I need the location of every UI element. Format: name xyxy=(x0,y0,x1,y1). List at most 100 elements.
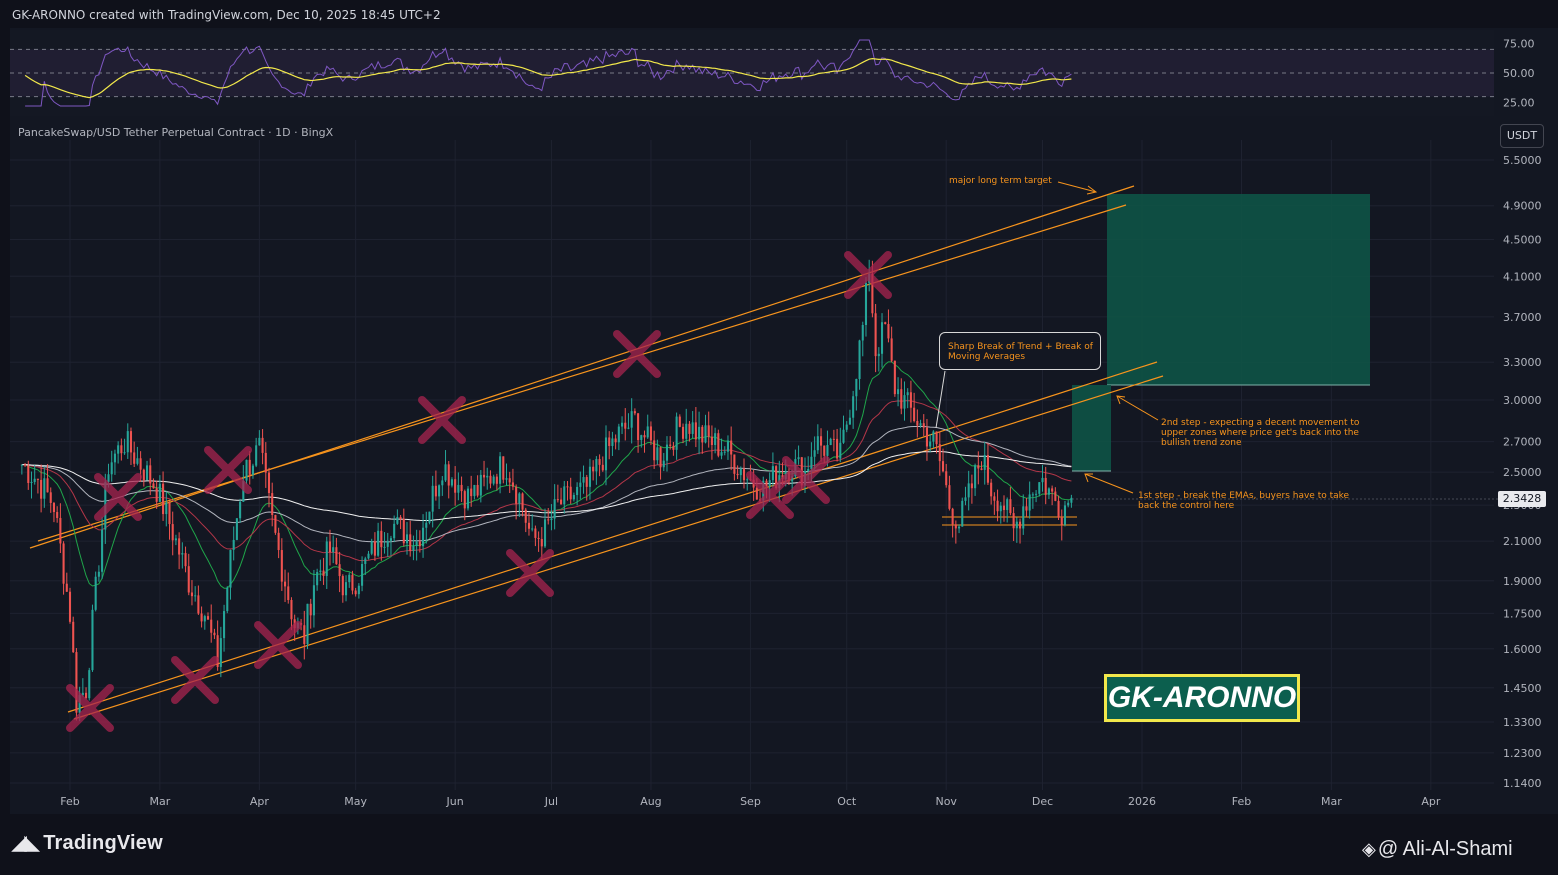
candle-122 xyxy=(412,535,415,561)
candle-184 xyxy=(611,431,614,456)
candle-108 xyxy=(367,550,370,560)
candle-170 xyxy=(566,481,569,501)
candle-95 xyxy=(325,536,328,589)
candle-226 xyxy=(746,476,749,491)
candle-315 xyxy=(1031,492,1034,509)
candle-319 xyxy=(1044,466,1047,505)
candle-280 xyxy=(919,419,922,428)
candle-24 xyxy=(97,565,100,582)
price-axis[interactable] xyxy=(1494,28,1558,814)
candle-142 xyxy=(476,475,479,498)
candle-4 xyxy=(33,465,36,485)
candle-93 xyxy=(319,559,322,582)
candle-294 xyxy=(964,486,967,506)
candle-296 xyxy=(970,474,973,504)
trend-channel xyxy=(29,185,1164,720)
touch-mark-5 xyxy=(844,251,892,299)
candle-303 xyxy=(993,492,996,515)
channel-line-3[interactable] xyxy=(73,375,1164,720)
candle-65 xyxy=(229,549,232,600)
candle-121 xyxy=(409,520,412,557)
candle-136 xyxy=(457,472,460,501)
candle-299 xyxy=(980,461,983,471)
candle-5 xyxy=(36,478,39,494)
candle-159 xyxy=(531,514,534,532)
candle-123 xyxy=(415,529,418,561)
candle-46 xyxy=(168,501,171,540)
candle-242 xyxy=(797,445,800,465)
price-tick-13: 1.6000 xyxy=(1503,643,1542,656)
candle-22 xyxy=(91,604,94,672)
candle-96 xyxy=(328,529,332,566)
currency-button[interactable]: USDT xyxy=(1500,124,1544,148)
candle-103 xyxy=(351,570,354,595)
candle-163 xyxy=(543,508,547,548)
candle-150 xyxy=(502,456,505,484)
symbol-title: PancakeSwap/USD Tether Perpetual Contrac… xyxy=(18,126,334,139)
candle-271 xyxy=(890,326,893,363)
candle-298 xyxy=(977,451,980,485)
candle-11 xyxy=(56,506,59,523)
candle-124 xyxy=(418,530,421,553)
touch-mark-9 xyxy=(746,471,794,519)
first-target-zone xyxy=(1072,385,1111,471)
candle-263 xyxy=(864,277,868,337)
time-tick-5: Jul xyxy=(544,795,558,808)
candle-175 xyxy=(582,465,585,494)
candle-314 xyxy=(1028,481,1031,519)
candle-181 xyxy=(601,456,604,472)
candle-110 xyxy=(373,532,376,561)
footer xyxy=(0,815,1558,875)
candle-80 xyxy=(277,527,280,559)
candle-198 xyxy=(656,439,659,465)
channel-line-2[interactable] xyxy=(67,361,1158,713)
candle-257 xyxy=(845,421,848,433)
candle-283 xyxy=(929,434,932,453)
candle-168 xyxy=(560,487,563,505)
candle-58 xyxy=(206,612,210,620)
candle-165 xyxy=(550,504,553,531)
candle-82 xyxy=(283,569,287,603)
candle-287 xyxy=(941,448,945,473)
candle-45 xyxy=(165,491,168,527)
candle-48 xyxy=(174,534,177,546)
channel-line-1[interactable] xyxy=(37,204,1127,542)
candle-308 xyxy=(1009,487,1012,516)
candle-137 xyxy=(460,476,463,502)
candle-6 xyxy=(40,464,43,513)
candle-42 xyxy=(155,480,158,509)
candle-164 xyxy=(547,507,550,525)
candle-169 xyxy=(563,480,566,514)
candle-174 xyxy=(579,471,582,500)
candle-67 xyxy=(235,518,238,541)
chart-canvas[interactable]: 5.5000 4.9000 4.5000 4.1000 3.7000 3.3000 3.00… xyxy=(0,0,1558,815)
time-tick-10: Dec xyxy=(1032,795,1053,808)
candle-302 xyxy=(990,478,993,505)
step1-label: 1st step - break the EMAs, buyers have t… xyxy=(1138,491,1350,511)
candle-151 xyxy=(505,463,508,486)
candle-197 xyxy=(653,430,656,469)
callout-text: Sharp Break of Trend + Break of Moving A… xyxy=(948,342,1093,362)
created-with-text: GK-ARONNO created with TradingView.com, … xyxy=(12,8,441,22)
candle-47 xyxy=(171,511,174,556)
rsi-tick-1: 50.00 xyxy=(1503,67,1535,80)
candle-179 xyxy=(595,456,598,485)
candle-185 xyxy=(614,434,617,450)
candle-171 xyxy=(569,477,572,504)
candle-309 xyxy=(1012,507,1015,542)
candle-68 xyxy=(239,498,242,523)
candle-129 xyxy=(434,470,437,501)
candle-115 xyxy=(389,535,393,556)
candle-317 xyxy=(1038,482,1041,497)
candle-28 xyxy=(110,450,113,482)
tradingview-logo[interactable]: ◢◣ TradingView xyxy=(12,832,163,855)
candle-214 xyxy=(707,411,710,448)
price-tick-11: 1.9000 xyxy=(1503,575,1542,588)
candle-247 xyxy=(813,436,816,470)
candle-10 xyxy=(52,501,55,523)
candle-23 xyxy=(94,571,97,612)
touch-marks xyxy=(66,251,892,732)
candle-267 xyxy=(877,347,880,372)
top-bar: GK-ARONNO created with TradingView.com, … xyxy=(0,0,1558,28)
candle-160 xyxy=(534,525,537,547)
